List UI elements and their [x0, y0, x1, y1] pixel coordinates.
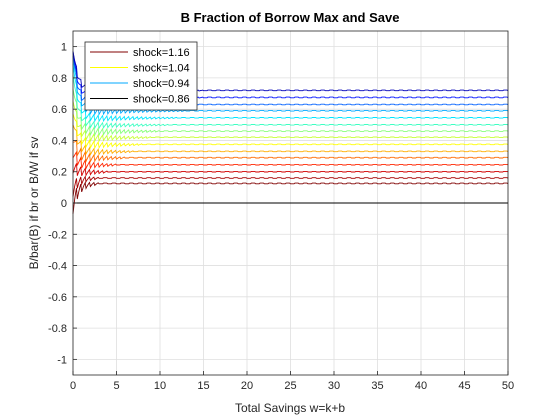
- y-tick-label: 0.4: [52, 135, 67, 147]
- x-tick-label: 50: [502, 380, 514, 392]
- series-line: [72, 88, 509, 137]
- legend-label: shock=1.16: [133, 47, 190, 59]
- chart-title: B Fraction of Borrow Max and Save: [181, 10, 400, 25]
- y-tick-label: 1: [61, 42, 67, 54]
- y-axis-label: B/bar(B) if br or B/W if sv: [27, 137, 41, 270]
- series-line: [72, 139, 509, 164]
- y-tick-label: -0.4: [48, 261, 67, 273]
- series-line: [72, 101, 509, 143]
- y-tick-label: -0.2: [48, 229, 67, 241]
- y-tick-label: -0.8: [48, 323, 67, 335]
- x-tick-label: 10: [154, 380, 166, 392]
- x-tick-label: 5: [113, 380, 119, 392]
- x-tick-label: 15: [197, 380, 209, 392]
- legend-label: shock=0.86: [133, 94, 190, 106]
- axis-ticks: 0 5 10 15 20 25 30 35 40 45 50 -1 -0.8 -0.6 -0.4 -0.2 0 0…: [48, 42, 514, 392]
- y-tick-label: -0.6: [48, 292, 67, 304]
- x-tick-label: 40: [415, 380, 427, 392]
- legend-label: shock=1.04: [133, 63, 190, 75]
- x-tick-label: 35: [371, 380, 383, 392]
- y-tick-label: 0.2: [52, 167, 67, 179]
- series-line: [72, 124, 509, 157]
- x-tick-label: 45: [458, 380, 470, 392]
- legend: shock=1.16 shock=1.04 shock=0.94 shock=0.86: [84, 41, 198, 111]
- x-tick-label: 25: [284, 380, 296, 392]
- series-line: [72, 175, 509, 197]
- x-tick-label: 0: [70, 380, 76, 392]
- series-line: [72, 163, 509, 177]
- x-axis-label: Total Savings w=k+b: [235, 401, 345, 415]
- series-line: [72, 150, 509, 171]
- y-tick-label: 0.6: [52, 104, 67, 116]
- series-line: [72, 113, 509, 150]
- series-line: [72, 74, 509, 130]
- x-tick-label: 20: [241, 380, 253, 392]
- y-tick-label: -1: [57, 354, 67, 366]
- series-line: [72, 63, 509, 123]
- series-line: [72, 181, 509, 214]
- legend-label: shock=0.94: [133, 78, 190, 90]
- y-tick-label: 0: [61, 198, 67, 210]
- y-tick-label: 0.8: [52, 73, 67, 85]
- x-tick-label: 30: [328, 380, 340, 392]
